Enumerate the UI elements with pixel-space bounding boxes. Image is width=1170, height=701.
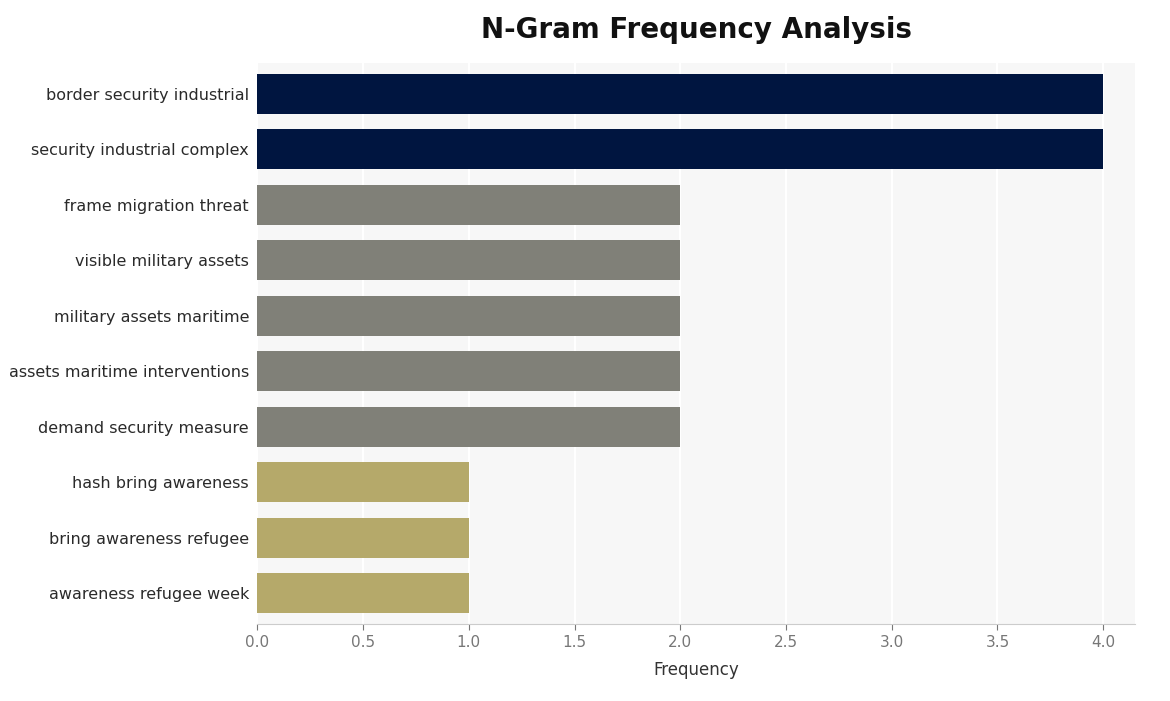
Bar	[257, 240, 680, 280]
Bar	[257, 518, 469, 558]
Title: N-Gram Frequency Analysis: N-Gram Frequency Analysis	[481, 16, 911, 44]
Bar	[257, 407, 680, 447]
Bar	[257, 463, 469, 503]
Bar	[257, 74, 1103, 114]
Bar	[257, 129, 1103, 169]
Bar	[257, 184, 680, 224]
Bar	[257, 296, 680, 336]
Bar	[257, 573, 469, 613]
Bar	[257, 351, 680, 391]
X-axis label: Frequency: Frequency	[653, 661, 739, 679]
